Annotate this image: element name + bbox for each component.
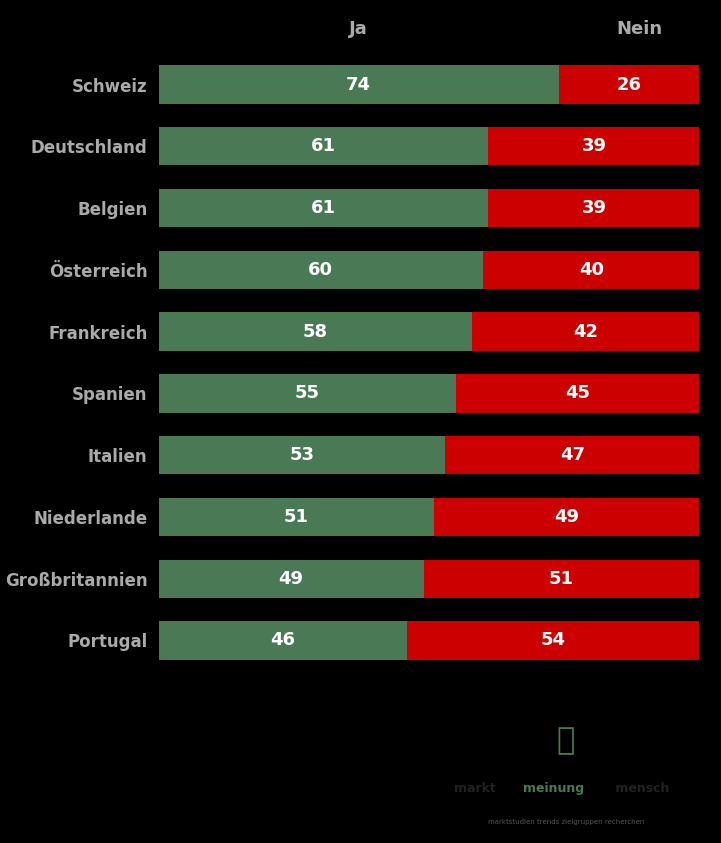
Text: 53: 53 [289, 446, 314, 464]
Bar [456, 374, 699, 412]
Bar [407, 621, 699, 659]
Text: 40: 40 [579, 260, 603, 279]
Text: 74: 74 [346, 76, 371, 94]
Text: 51: 51 [284, 507, 309, 526]
Bar [472, 313, 699, 351]
Text: marktstudien trends zielgruppen recherchen: marktstudien trends zielgruppen recherch… [488, 819, 644, 824]
Text: 42: 42 [573, 323, 598, 341]
Text: 26: 26 [616, 76, 642, 94]
Bar [159, 374, 456, 412]
Text: 39: 39 [581, 137, 606, 155]
Text: Ja: Ja [349, 20, 368, 38]
Bar [159, 127, 489, 165]
Text: 45: 45 [565, 384, 590, 402]
Text: 55: 55 [295, 384, 320, 402]
Bar [489, 127, 699, 165]
Bar [159, 621, 407, 659]
Text: 49: 49 [278, 570, 304, 588]
Bar [159, 189, 489, 228]
Text: mensch: mensch [611, 782, 670, 795]
Text: 39: 39 [581, 199, 606, 217]
Bar [159, 436, 445, 475]
Bar [159, 313, 472, 351]
Bar [559, 66, 699, 104]
Bar [489, 189, 699, 228]
Text: 51: 51 [549, 570, 574, 588]
Text: 61: 61 [311, 199, 336, 217]
Bar [159, 250, 483, 289]
Text: 49: 49 [554, 507, 580, 526]
Bar [159, 560, 424, 598]
Bar [159, 497, 434, 536]
Text: 58: 58 [303, 323, 328, 341]
Text: 46: 46 [270, 631, 296, 649]
Bar [159, 66, 559, 104]
Bar [434, 497, 699, 536]
Text: 61: 61 [311, 137, 336, 155]
Text: 🦉: 🦉 [557, 726, 575, 755]
Bar [424, 560, 699, 598]
Text: Nein: Nein [617, 20, 663, 38]
Text: meinung: meinung [523, 782, 585, 795]
Bar [483, 250, 699, 289]
Text: markt: markt [454, 782, 500, 795]
Text: 54: 54 [541, 631, 566, 649]
Bar [445, 436, 699, 475]
Text: 60: 60 [309, 260, 333, 279]
Text: 47: 47 [559, 446, 585, 464]
